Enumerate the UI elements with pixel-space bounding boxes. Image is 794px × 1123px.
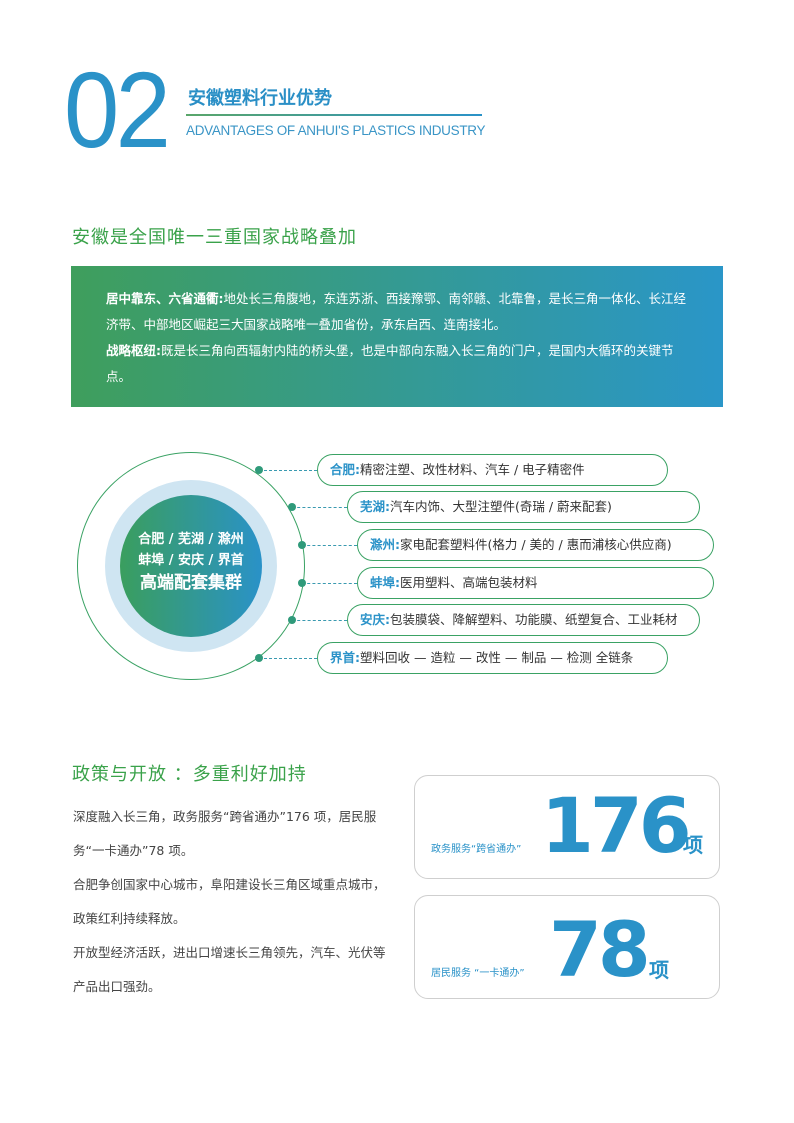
city-name: 安庆: (360, 612, 390, 627)
policy-paragraph: 合肥争创国家中心城市，阜阳建设长三角区域重点城市，政策红利持续释放。 (73, 877, 386, 926)
cluster-item: 蚌埠:医用塑料、高端包装材料 (357, 567, 714, 599)
section1-heading: 安徽是全国唯一三重国家战略叠加 (72, 227, 357, 248)
city-name: 芜湖: (360, 499, 390, 514)
page-title: 安徽塑料行业优势 (188, 88, 332, 109)
center-line2: 蚌埠 / 安庆 / 界首 (138, 553, 244, 568)
connector-line (302, 545, 357, 546)
stat-label: 政务服务“跨省通办” (431, 844, 522, 855)
policy-text: 深度融入长三角，政务服务“跨省通办”176 项，居民服务“一卡通办”78 项。 … (73, 800, 393, 1004)
city-name: 滁州: (370, 537, 400, 552)
section-number: 02 (64, 49, 171, 170)
connector-line (259, 470, 317, 471)
center-line1: 合肥 / 芜湖 / 滁州 (138, 532, 244, 547)
p1-label: 居中靠东、六省通衢: (106, 291, 224, 306)
connector-dot (255, 466, 263, 474)
connector-dot (255, 654, 263, 662)
connector-line (292, 507, 347, 508)
city-industries: 塑料回收 — 造粒 — 改性 — 制品 — 检测 全链条 (360, 650, 634, 665)
stat-card-one-card: 居民服务 “一卡通办” 78 项 (414, 895, 720, 999)
stat-card-cross-province: 政务服务“跨省通办” 176 项 (414, 775, 720, 879)
cluster-item: 安庆:包装膜袋、降解塑料、功能膜、纸塑复合、工业耗材 (347, 604, 700, 636)
city-industries: 家电配套塑料件(格力 / 美的 / 惠而浦核心供应商) (400, 537, 672, 552)
connector-dot (298, 579, 306, 587)
stat-value: 176 (541, 781, 692, 870)
cluster-item: 滁州:家电配套塑料件(格力 / 美的 / 惠而浦核心供应商) (357, 529, 714, 561)
cluster-center: 合肥 / 芜湖 / 滁州 蚌埠 / 安庆 / 界首 高端配套集群 (120, 495, 262, 637)
section2-heading: 政策与开放 ：多重利好加持 (72, 764, 307, 785)
policy-paragraph: 深度融入长三角，政务服务“跨省通办”176 项，居民服务“一卡通办”78 项。 (73, 809, 377, 858)
stat-value: 78 (549, 905, 651, 994)
connector-line (302, 583, 357, 584)
city-name: 界首: (330, 650, 360, 665)
connector-line (259, 658, 317, 659)
cluster-item: 芜湖:汽车内饰、大型注塑件(奇瑞 / 蔚来配套) (347, 491, 700, 523)
page-subtitle: ADVANTAGES OF ANHUI'S PLASTICS INDUSTRY (186, 123, 486, 138)
p2-text: 既是长三角向西辐射内陆的桥头堡，也是中部向东融入长三角的门户，是国内大循环的关键… (106, 343, 674, 384)
city-name: 合肥: (330, 462, 360, 477)
p1-text: 地处长三角腹地，东连苏浙、西接豫鄂、南邻赣、北靠鲁，是长三角一体化、长江经济带、… (106, 291, 687, 332)
stat-unit: 项 (649, 958, 669, 982)
connector-dot (288, 616, 296, 624)
center-line3: 高端配套集群 (140, 573, 242, 593)
stat-label: 居民服务 “一卡通办” (431, 968, 525, 979)
strategy-banner: 居中靠东、六省通衢:地处长三角腹地，东连苏浙、西接豫鄂、南邻赣、北靠鲁，是长三角… (71, 266, 723, 407)
cluster-item: 界首:塑料回收 — 造粒 — 改性 — 制品 — 检测 全链条 (317, 642, 668, 674)
connector-dot (298, 541, 306, 549)
connector-line (292, 620, 347, 621)
connector-dot (288, 503, 296, 511)
stat-unit: 项 (683, 833, 703, 857)
city-industries: 医用塑料、高端包装材料 (400, 575, 538, 590)
p2-label: 战略枢纽: (106, 343, 161, 358)
outer-ring (77, 452, 305, 680)
city-name: 蚌埠: (370, 575, 400, 590)
city-industries: 精密注塑、改性材料、汽车 / 电子精密件 (360, 462, 585, 477)
city-industries: 汽车内饰、大型注塑件(奇瑞 / 蔚来配套) (390, 499, 612, 514)
policy-paragraph: 开放型经济活跃，进出口增速长三角领先，汽车、光伏等产品出口强劲。 (73, 945, 386, 994)
cluster-item: 合肥:精密注塑、改性材料、汽车 / 电子精密件 (317, 454, 668, 486)
title-divider (186, 114, 482, 116)
city-industries: 包装膜袋、降解塑料、功能膜、纸塑复合、工业耗材 (390, 612, 678, 627)
